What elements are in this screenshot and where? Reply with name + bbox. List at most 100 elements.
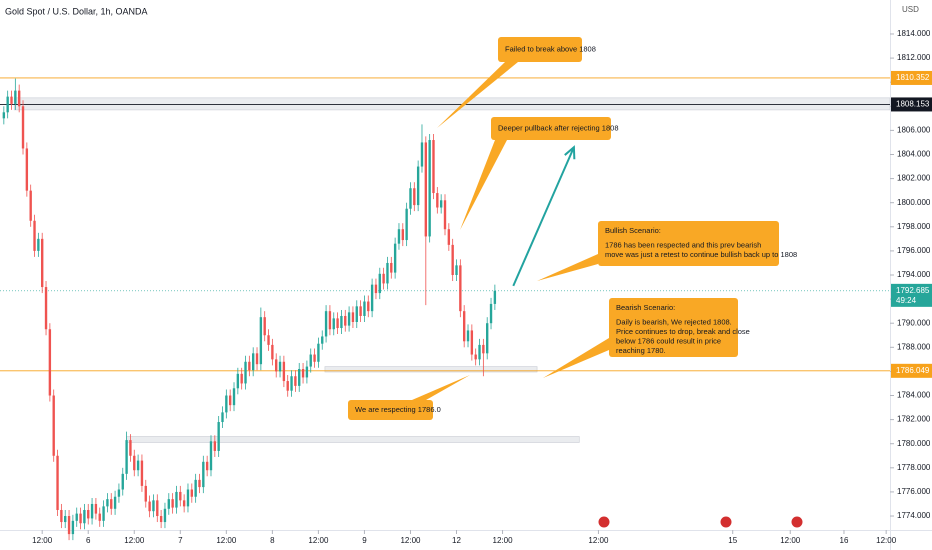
arrow-head: [564, 145, 576, 160]
callout-text: reaching 1780.: [616, 346, 666, 355]
callout-text: Price continues to drop, break and close: [616, 327, 750, 336]
candle-body: [56, 455, 59, 510]
candle-body: [236, 373, 240, 389]
callout: We are respecting 1786.0: [348, 375, 470, 420]
candle-body: [397, 229, 401, 244]
zone: [126, 436, 580, 443]
candle-body: [221, 412, 224, 423]
callout-pointer: [537, 254, 598, 281]
candle-body: [52, 395, 55, 456]
candle-body: [175, 491, 178, 508]
callout-box: [598, 221, 779, 266]
candle-body: [102, 506, 105, 521]
currency: USD: [902, 5, 919, 14]
y-tick-label: 1804.000: [897, 150, 931, 159]
level-label: 1810.352: [896, 73, 930, 82]
candle-body: [363, 301, 366, 316]
candle-body: [332, 318, 335, 330]
candle-body: [90, 503, 94, 519]
candle-body: [409, 188, 412, 209]
x-tick-label: 12:00: [308, 536, 329, 545]
candle-body: [106, 499, 109, 507]
event-icon[interactable]: [790, 515, 804, 529]
candle-body: [298, 368, 301, 386]
candle-body: [110, 499, 113, 509]
candle-body: [228, 395, 232, 406]
candle-body: [171, 499, 174, 508]
candle-body: [263, 317, 266, 336]
candle-body: [83, 509, 86, 524]
level-label-bg: [891, 97, 932, 112]
candle-body: [324, 311, 328, 337]
trend-arrow: [512, 146, 575, 287]
level-label-bg: [891, 70, 932, 85]
callout-text: Bearish Scenario:: [616, 303, 675, 312]
candle-body: [451, 244, 454, 276]
candle-body: [29, 190, 32, 221]
candle-body: [244, 361, 247, 384]
candle-body: [64, 516, 67, 523]
candle-body: [259, 317, 263, 365]
countdown: 49:24: [896, 296, 917, 305]
candle-body: [282, 361, 286, 382]
last-price-label: 1792.685: [896, 286, 930, 295]
candle-body: [156, 500, 159, 517]
candle-body: [225, 395, 228, 413]
candle-body: [355, 306, 358, 323]
candle-body: [21, 106, 25, 149]
candle-body: [309, 354, 312, 367]
level-label: 1786.049: [896, 366, 930, 375]
candle-body: [209, 441, 213, 471]
callout: Bearish Scenario: Daily is bearish, We re…: [543, 298, 750, 378]
y-tick-label: 1782.000: [897, 415, 931, 424]
candle-body: [459, 265, 462, 312]
y-tick-label: 1790.000: [897, 318, 931, 327]
candle-body: [94, 503, 98, 514]
candle-body: [198, 479, 201, 488]
candle-body: [98, 513, 101, 521]
y-tick-label: 1798.000: [897, 222, 931, 231]
candle-body: [252, 353, 255, 371]
candle-body: [152, 500, 155, 512]
candle-body: [489, 303, 493, 324]
y-tick-label: 1814.000: [897, 29, 931, 38]
candle-body: [179, 491, 182, 501]
candle-body: [439, 200, 443, 208]
candle-body: [267, 335, 270, 345]
candle-body: [405, 208, 408, 241]
callout-text: Bullish Scenario:: [605, 226, 661, 235]
callout-pointer: [543, 338, 609, 378]
candle-body: [336, 318, 339, 329]
candle-body: [60, 509, 63, 523]
level-label: 1808.153: [896, 100, 930, 109]
x-tick-label: 12:00: [216, 536, 237, 545]
y-tick-label: 1812.000: [897, 53, 931, 62]
candle-body: [133, 455, 136, 471]
x-tick-label: 8: [270, 536, 275, 545]
candle-body: [186, 489, 190, 507]
candle-body: [443, 200, 447, 230]
callout-pointer: [412, 375, 470, 400]
candle-body: [313, 354, 316, 362]
candle-body: [232, 388, 236, 406]
callout: Failed to break above 1808: [437, 37, 596, 128]
callout-pointer: [437, 62, 518, 128]
candle-body: [328, 311, 332, 330]
candle-body: [401, 229, 404, 241]
x-tick-label: 12:00: [32, 536, 53, 545]
candle-body: [340, 315, 343, 329]
y-tick-label: 1788.000: [897, 342, 931, 351]
callout-text: move was just a retest to continue bulli…: [605, 250, 797, 259]
x-tick-label: 12: [452, 536, 461, 545]
callout-text: 1786 has been respected and this prev be…: [605, 240, 761, 249]
candle-body: [290, 376, 293, 391]
y-tick-label: 1774.000: [897, 511, 931, 520]
candle-body: [393, 243, 397, 273]
candle-body: [17, 90, 21, 107]
event-icon[interactable]: [597, 515, 611, 529]
event-icon[interactable]: [719, 515, 733, 529]
y-tick-label: 1802.000: [897, 174, 931, 183]
candle-body: [136, 460, 140, 471]
candle-body: [129, 440, 132, 456]
